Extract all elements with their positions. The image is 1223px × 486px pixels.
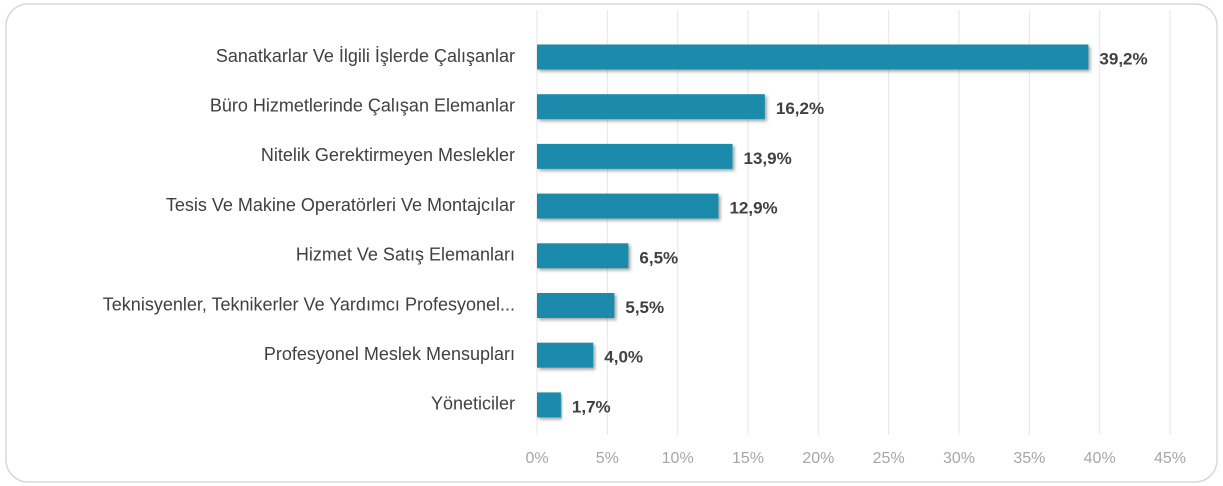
category-label: Sanatkarlar Ve İlgili İşlerde Çalışanlar bbox=[216, 46, 515, 66]
x-tick-label: 20% bbox=[802, 450, 834, 467]
category-label: Hizmet Ve Satış Elemanları bbox=[296, 245, 515, 265]
bar bbox=[537, 293, 615, 318]
value-label: 16,2% bbox=[776, 99, 824, 118]
category-label: Tesis Ve Makine Operatörleri Ve Montajcı… bbox=[166, 195, 515, 215]
x-tick-label: 10% bbox=[662, 450, 694, 467]
x-tick-label: 40% bbox=[1084, 450, 1116, 467]
category-label: Teknisyenler, Teknikerler Ve Yardımcı Pr… bbox=[103, 294, 515, 314]
value-label: 5,5% bbox=[625, 298, 664, 317]
value-label: 13,9% bbox=[744, 149, 792, 168]
category-label: Nitelik Gerektirmeyen Meslekler bbox=[261, 145, 515, 165]
bar bbox=[537, 44, 1089, 70]
value-label: 4,0% bbox=[604, 348, 643, 367]
bar bbox=[537, 342, 594, 368]
bar bbox=[537, 243, 629, 269]
chart-border bbox=[5, 3, 1218, 483]
category-label: Yöneticiler bbox=[431, 394, 515, 414]
value-label: 39,2% bbox=[1099, 49, 1147, 68]
category-label: Büro Hizmetlerinde Çalışan Elemanlar bbox=[210, 95, 515, 115]
x-tick-label: 30% bbox=[943, 450, 975, 467]
bar bbox=[537, 193, 719, 219]
x-tick-label: 5% bbox=[596, 450, 619, 467]
category-label: Profesyonel Meslek Mensupları bbox=[264, 344, 515, 364]
x-tick-label: 0% bbox=[525, 450, 548, 467]
x-tick-label: 25% bbox=[873, 450, 905, 467]
bar bbox=[537, 94, 765, 120]
x-tick-label: 35% bbox=[1013, 450, 1045, 467]
bar bbox=[537, 143, 733, 169]
x-tick-label: 15% bbox=[732, 450, 764, 467]
x-tick-label: 45% bbox=[1154, 450, 1186, 467]
value-label: 12,9% bbox=[729, 199, 777, 218]
value-label: 1,7% bbox=[572, 397, 611, 416]
value-label: 6,5% bbox=[639, 248, 678, 267]
bar bbox=[537, 392, 561, 418]
